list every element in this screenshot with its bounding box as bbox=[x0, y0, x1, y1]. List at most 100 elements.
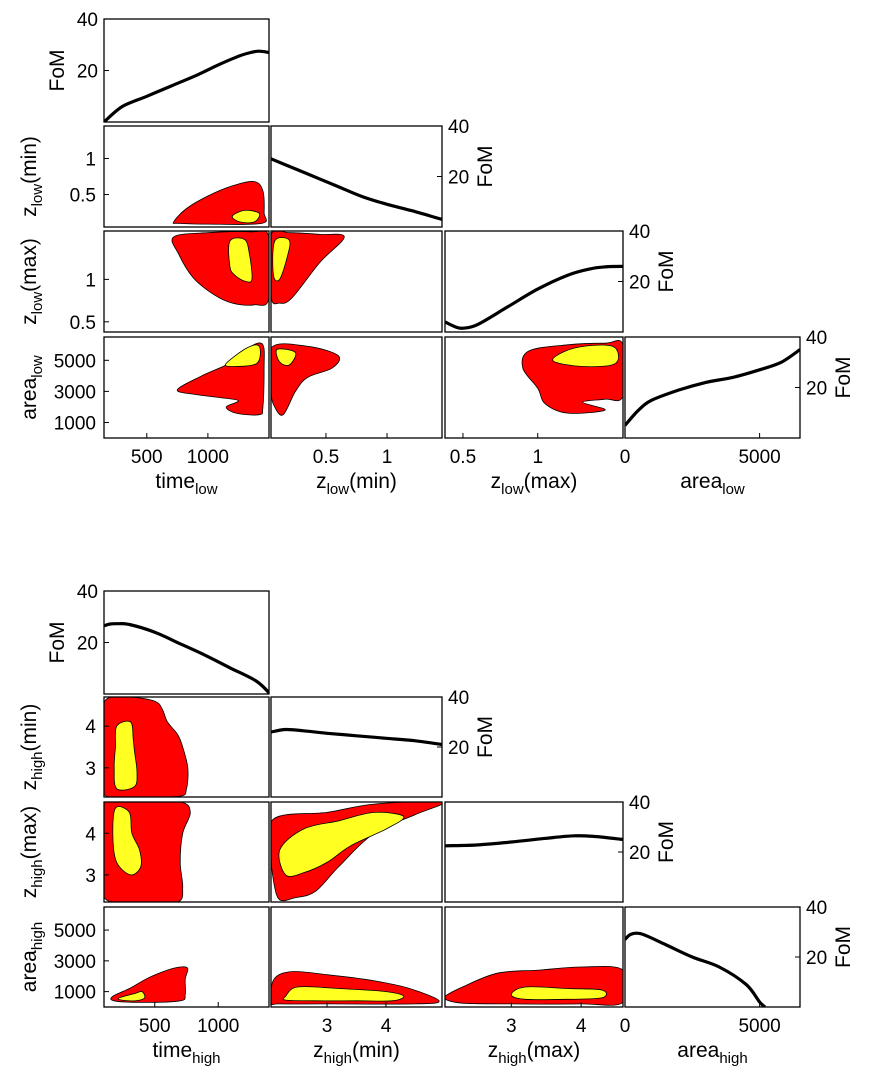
x-axis-label-high-3-sub: high bbox=[719, 1050, 747, 1067]
contour-low-2-0 bbox=[171, 231, 269, 306]
x-axis-label-low-1-suffix: (min) bbox=[349, 470, 397, 493]
y-axis-label-high-3-sub: high bbox=[29, 922, 46, 950]
fom-axis-label-high: FoM bbox=[474, 716, 497, 758]
fom-tick-label-low: 40 bbox=[448, 117, 469, 138]
fom-curve-group-high-1 bbox=[271, 727, 442, 747]
panel-frame-low-3-0 bbox=[103, 336, 270, 439]
x-tick-label-high: 500 bbox=[139, 1016, 171, 1037]
y-tick-label-high: 4 bbox=[85, 824, 96, 845]
y-axis-label-high-1-base: z bbox=[18, 780, 41, 791]
x-axis-label-low-1-sub: low bbox=[327, 481, 350, 498]
y-axis-label-high-2-base: z bbox=[18, 888, 41, 899]
x-tick-label-high: 4 bbox=[576, 1016, 587, 1037]
fom-curve-high-1 bbox=[271, 727, 442, 747]
contour-outer-low-2-0 bbox=[171, 231, 269, 306]
panel-frame-high-3-1 bbox=[270, 906, 443, 1008]
x-tick-label-low: 1 bbox=[382, 447, 393, 468]
y-axis-label-low-2-suffix: (max) bbox=[18, 238, 41, 292]
contour-inner-low-2-0 bbox=[228, 237, 253, 283]
y-axis-label-low-1-base: z bbox=[18, 206, 41, 217]
fom-tick-label-high: 20 bbox=[629, 843, 650, 864]
y-tick-label-low: 3000 bbox=[54, 382, 96, 403]
y-tick-label-high: 3000 bbox=[54, 952, 96, 973]
fom-curve-group-high-2 bbox=[445, 834, 623, 848]
x-axis-label-low-2-suffix: (max) bbox=[524, 470, 578, 493]
panel-frame-high-1-1 bbox=[270, 696, 443, 798]
y-tick-label-high: 3 bbox=[85, 866, 96, 887]
fom-axis-label-low: FoM bbox=[474, 146, 497, 188]
fom-tick-label-high: 20 bbox=[806, 948, 827, 969]
x-axis-label-low-3-base: area bbox=[680, 470, 722, 493]
panel-frame-high-0-0 bbox=[103, 590, 270, 695]
panel-frame-low-2-0 bbox=[103, 230, 270, 333]
y-axis-label-high-3-base: area bbox=[18, 950, 41, 992]
panel-frame-high-3-2 bbox=[444, 906, 624, 1008]
fom-tick-label-low: 20 bbox=[806, 379, 827, 400]
x-axis-label-high-3-base: area bbox=[677, 1039, 719, 1062]
contour-inner-low-3-0 bbox=[225, 344, 261, 367]
contour-inner-high-3-0 bbox=[117, 990, 146, 1002]
y-tick-label-high: 3 bbox=[85, 759, 96, 780]
x-axis-label-high-0-base: time bbox=[152, 1039, 192, 1062]
contour-inner-low-1-0 bbox=[231, 209, 261, 224]
y-tick-label-high: 1000 bbox=[54, 983, 96, 1004]
x-tick-label-high: 5000 bbox=[738, 1016, 780, 1037]
y-axis-label-high-2: zhigh(max) bbox=[18, 806, 46, 899]
x-axis-label-low-3-sub: low bbox=[722, 481, 745, 498]
fom-axis-label-high: FoM bbox=[46, 622, 69, 664]
y-axis-label-high-1-suffix: (min) bbox=[18, 704, 41, 752]
y-axis-label-high-1-sub: high bbox=[29, 751, 46, 779]
fom-curve-high-0 bbox=[104, 622, 269, 694]
fom-curve-group-low-2 bbox=[445, 264, 623, 330]
x-axis-label-high-2: zhigh(max) bbox=[488, 1039, 581, 1067]
contour-low-3-2 bbox=[521, 340, 623, 414]
x-axis-label-high-1-base: z bbox=[313, 1039, 324, 1062]
x-axis-label-low-0: timelow bbox=[155, 470, 217, 498]
panel-frame-high-2-1 bbox=[270, 801, 443, 903]
x-axis-label-low-2-sub: low bbox=[501, 481, 524, 498]
contour-inner-high-3-2 bbox=[510, 986, 607, 1001]
x-tick-label-high: 1000 bbox=[197, 1016, 239, 1037]
contour-outer-high-3-0 bbox=[110, 966, 189, 1003]
y-tick-label-low: 1000 bbox=[54, 413, 96, 434]
x-tick-label-low: 1 bbox=[532, 447, 543, 468]
x-tick-label-low: 1000 bbox=[187, 447, 229, 468]
fom-curve-low-2 bbox=[445, 264, 623, 330]
panel-frame-low-3-1 bbox=[270, 336, 443, 439]
fom-curve-low-1 bbox=[271, 157, 442, 221]
x-tick-label-high: 4 bbox=[381, 1016, 392, 1037]
contour-low-2-1 bbox=[271, 231, 345, 305]
x-axis-label-high-1-suffix: (min) bbox=[352, 1039, 400, 1062]
y-axis-label-high-3: areahigh bbox=[18, 922, 46, 992]
contour-high-2-0 bbox=[104, 802, 191, 902]
fom-tick-label-low: 40 bbox=[629, 222, 650, 243]
contour-inner-low-3-1 bbox=[275, 348, 297, 366]
fom-curve-group-high-0 bbox=[104, 622, 269, 694]
contour-high-2-1 bbox=[271, 802, 442, 902]
fom-tick-label-high: 20 bbox=[448, 738, 469, 759]
contour-inner-low-3-2 bbox=[552, 344, 619, 368]
contour-high-3-1 bbox=[271, 971, 440, 1006]
x-tick-label-high: 0 bbox=[620, 1016, 631, 1037]
x-axis-label-low-1: zlow(min) bbox=[316, 470, 397, 498]
panel-frame-low-3-2 bbox=[444, 336, 624, 439]
y-axis-label-low-1-sub: low bbox=[29, 184, 46, 207]
contour-high-1-0 bbox=[104, 697, 189, 797]
y-axis-label-low-3: arealow bbox=[18, 355, 46, 420]
panel-frame-low-1-0 bbox=[103, 125, 270, 228]
contour-inner-high-3-1 bbox=[282, 986, 405, 1002]
x-axis-label-high-1-sub: high bbox=[324, 1050, 352, 1067]
contour-low-3-1 bbox=[271, 343, 341, 416]
fom-axis-label-low: FoM bbox=[832, 357, 855, 399]
contour-inner-high-2-0 bbox=[112, 806, 142, 876]
x-axis-label-low-2-base: z bbox=[491, 470, 502, 493]
panel-frame-high-3-3 bbox=[624, 906, 801, 1008]
x-axis-label-high-0-sub: high bbox=[192, 1050, 220, 1067]
x-axis-label-high-0: timehigh bbox=[152, 1039, 220, 1067]
panel-frame-high-2-0 bbox=[103, 801, 270, 903]
panel-frame-low-2-2 bbox=[444, 230, 624, 333]
x-axis-label-low-3: arealow bbox=[680, 470, 745, 498]
x-axis-label-low-0-sub: low bbox=[195, 481, 218, 498]
